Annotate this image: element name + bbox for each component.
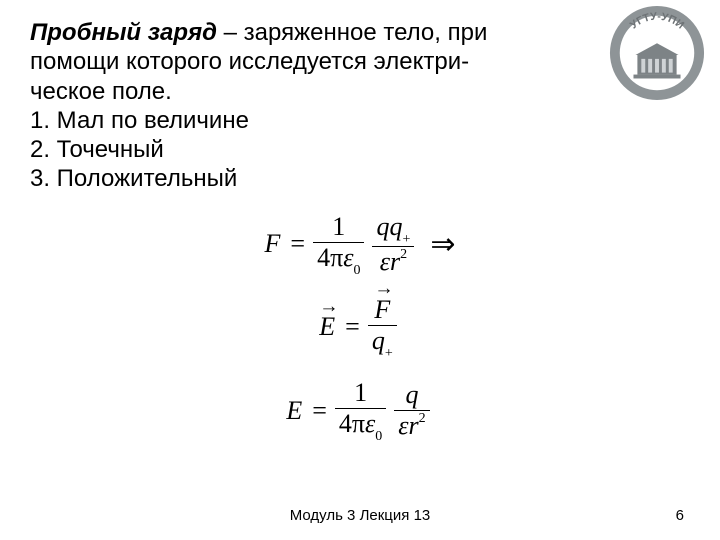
point-1: 1. Мал по величине	[30, 107, 249, 134]
f2-E: E	[319, 312, 335, 342]
f1-frac2-den: εr2	[372, 246, 414, 277]
f1-frac1: 1 4πε0	[309, 212, 368, 277]
f3-frac2-den: εr2	[394, 410, 429, 441]
formula-block: F = 1 4πε0 qq+ εr2 ⇒ E =	[30, 212, 690, 444]
f1-qplus: +	[402, 232, 410, 247]
slide: УГТУ-УПИ Пробный заряд – заряженное тело…	[0, 0, 720, 540]
formula-1: F = 1 4πε0 qq+ εr2 ⇒	[30, 212, 690, 277]
formula-3: E = 1 4πε0 q εr2	[30, 378, 690, 443]
f2-frac: F q+	[364, 295, 401, 360]
f2-num: F	[368, 295, 397, 325]
def-line-1: помощи которого исследуется электри-	[30, 48, 469, 75]
equals-icon: =	[341, 312, 364, 342]
f1-frac2: qq+ εr2	[368, 212, 418, 277]
f2-F: F	[374, 295, 390, 325]
f1-eps0: ε	[343, 243, 353, 272]
f1-lhs: F	[265, 229, 287, 259]
f1-r: r	[390, 247, 400, 276]
f3-eps0: ε	[365, 409, 375, 438]
definition-block: Пробный заряд – заряженное тело, при пом…	[30, 18, 590, 194]
footer-center: Модуль 3 Лекция 13	[0, 507, 720, 524]
f2-lhs: E	[319, 312, 341, 342]
implies-icon: ⇒	[418, 227, 455, 262]
f1-frac1-num: 1	[313, 212, 364, 242]
def-line-0: – заряженное тело, при	[217, 19, 487, 46]
f1-4pi: 4π	[317, 243, 343, 272]
f1-r2: 2	[400, 247, 407, 262]
point-3: 3. Положительный	[30, 165, 237, 192]
f2-den: q+	[368, 325, 397, 360]
page-number: 6	[676, 507, 684, 524]
equals-icon: =	[308, 396, 331, 426]
f3-eps: ε	[398, 411, 408, 440]
point-2: 2. Точечный	[30, 136, 164, 163]
f1-frac2-num: qq+	[372, 212, 414, 246]
equals-icon: =	[286, 229, 309, 259]
f3-lhs: E	[286, 396, 308, 426]
f2-q: q	[372, 326, 385, 355]
formula-2: E = F q+	[30, 295, 690, 360]
f3-frac1-den: 4πε0	[335, 408, 386, 443]
f3-eps0-sub: 0	[375, 429, 382, 444]
f3-frac1-num: 1	[335, 378, 386, 408]
f3-r: r	[409, 411, 419, 440]
f2-qplus: +	[385, 346, 393, 361]
university-logo: УГТУ-УПИ	[608, 4, 706, 102]
f3-4pi: 4π	[339, 409, 365, 438]
term: Пробный заряд	[30, 19, 217, 46]
f3-r2: 2	[419, 411, 426, 426]
def-line-2: ческое поле.	[30, 78, 172, 105]
f1-qq: qq	[376, 212, 402, 241]
f1-frac1-den: 4πε0	[313, 242, 364, 277]
f3-frac2-num: q	[394, 380, 429, 410]
f3-frac1: 1 4πε0	[331, 378, 390, 443]
f1-eps0-sub: 0	[353, 263, 360, 278]
f3-frac2: q εr2	[390, 380, 433, 441]
f1-eps: ε	[380, 247, 390, 276]
